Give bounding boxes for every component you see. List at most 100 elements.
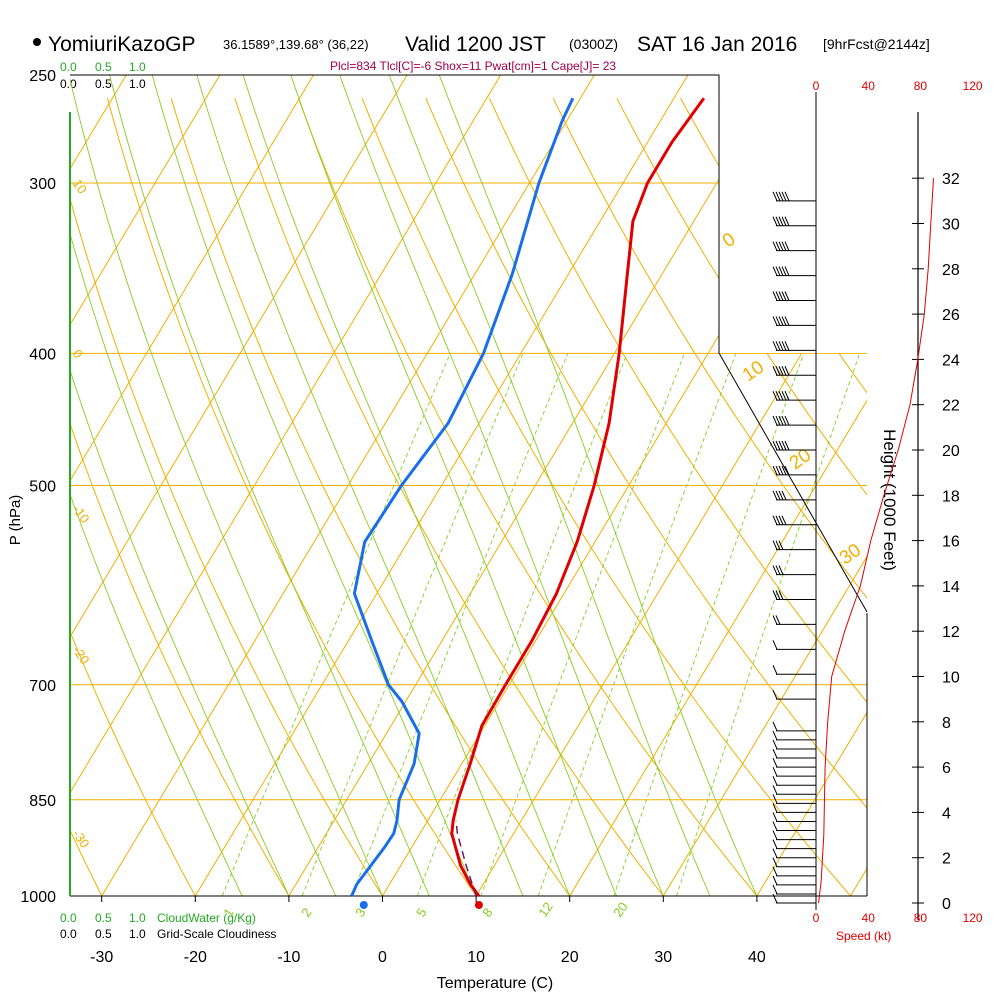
wind-barb-flag <box>778 390 784 401</box>
wind-barb-flag <box>775 291 781 301</box>
wind-barb-flag <box>778 490 784 501</box>
speed-tick-label-top: 0 <box>813 79 820 93</box>
cloudwater-tick-top-0: 0.0 <box>60 60 77 74</box>
wind-barb-flag <box>772 689 778 700</box>
moist-adiabat-line <box>242 75 571 896</box>
temperature-line <box>450 97 706 897</box>
wind-barb-flag <box>778 216 784 226</box>
wind-barb-flag <box>772 730 778 741</box>
wind-barb-flag <box>781 366 787 376</box>
isotherm-line <box>662 75 867 896</box>
mixing-ratio-line <box>480 353 685 896</box>
forecast-info: [9hrFcst@2144z] <box>823 36 930 52</box>
height-tick-label: 24 <box>942 352 960 369</box>
tropopause-line <box>718 352 868 613</box>
pressure-tick-label: 1000 <box>20 889 56 906</box>
wind-barb-flag <box>784 366 790 376</box>
cloudwater-tick-top-2: 1.0 <box>129 60 146 74</box>
isotherm-line <box>101 75 595 896</box>
wind-barb-flag <box>778 291 784 301</box>
wind-barb-flag <box>772 191 778 202</box>
wind-barb-flag <box>772 266 778 276</box>
isotherm-line <box>194 75 689 896</box>
moist-adiabat-line <box>109 75 430 896</box>
wind-barb-flag <box>775 266 781 276</box>
wind-barb-flag <box>778 191 784 202</box>
parcel-line <box>455 820 477 897</box>
mixing-ratio-label: 5 <box>413 905 429 920</box>
wind-barb-flag <box>781 291 787 301</box>
wind-barb-flag <box>784 266 790 276</box>
temperature-tick-label: 40 <box>748 949 766 966</box>
dry-adiabat-line <box>552 97 867 896</box>
wind-barb-flag <box>775 615 781 625</box>
location-coords: 36.1589°,139.68° (36,22) <box>223 37 369 52</box>
wind-barb-flag <box>778 515 784 525</box>
wind-barb-flag <box>781 266 787 276</box>
sounding-series <box>350 97 706 909</box>
model-name: YomiuriKazoGP <box>48 33 195 56</box>
mixing-ratio-line <box>613 353 805 896</box>
mixing-ratio-line <box>416 353 628 896</box>
moist-adiabat-line <box>70 75 243 896</box>
wind-barb-flag <box>778 241 784 251</box>
header-bullet-icon <box>33 38 41 46</box>
wind-barb-flag <box>781 316 787 326</box>
wind-barb-flag <box>772 884 778 895</box>
cloudiness-tick-bottom-0: 0.0 <box>60 927 77 941</box>
wind-barb-flag <box>772 366 778 376</box>
wind-barb-flag <box>775 216 781 226</box>
cloudwater-tick-bottom-1: 0.5 <box>95 911 112 925</box>
wind-barb-flag <box>781 415 787 426</box>
isotherm-line <box>944 75 1000 896</box>
wind-barb-flag <box>772 866 778 877</box>
wind-barb-flag <box>772 721 778 732</box>
wind-barb-flag <box>781 465 787 476</box>
wind-barb-flag <box>772 739 778 750</box>
wind-barb-flag <box>778 565 784 575</box>
wind-barb-flag <box>778 440 784 451</box>
dry-adiabat-line <box>425 98 867 896</box>
pressure-tick-label: 300 <box>29 176 56 193</box>
wind-barb-flag <box>778 540 784 550</box>
dry-adiabat-line <box>70 98 196 896</box>
theta-label: 10 <box>739 357 768 386</box>
wind-barb-flag <box>772 839 778 849</box>
moist-adiabat-line <box>290 75 617 896</box>
wind-barb-flag <box>772 440 778 451</box>
y-axis-title: P (hPa) <box>7 495 24 546</box>
moist-adiabat-line <box>388 75 711 896</box>
frame-top <box>70 74 720 353</box>
dry-adiabat-line <box>361 98 851 896</box>
wind-barb-flag <box>778 266 784 276</box>
dry-adiabat-label: -10 <box>70 502 93 526</box>
isotherm-line <box>70 75 408 896</box>
moist-adiabat-line <box>339 75 664 896</box>
mixing-ratio-label: 20 <box>610 899 631 919</box>
wind-barb-flag <box>772 665 778 675</box>
wind-barb-flag <box>772 893 778 904</box>
wind-barb-flag <box>772 748 778 759</box>
mixing-ratio-line <box>351 353 569 896</box>
height-tick-label: 32 <box>942 171 960 188</box>
wind-barb-flag <box>778 465 784 476</box>
height-tick-label: 2 <box>942 851 951 868</box>
mixing-ratio-label: 12 <box>535 899 556 919</box>
isotherm-line <box>0 75 33 896</box>
wind-barb-flag <box>772 785 778 795</box>
wind-barb-flag <box>781 241 787 251</box>
height-axis-title: Height (1000 Feet) <box>880 429 899 571</box>
isotherm-line <box>288 75 782 896</box>
wind-barb-flag <box>775 390 781 401</box>
wind-barb-flag <box>778 316 784 326</box>
moist-adiabat-line <box>70 75 290 896</box>
wind-panel: 0246810121416182022242628303200404080801… <box>772 79 983 925</box>
temperature-tick-label: -20 <box>184 949 207 966</box>
wind-barb-flag <box>781 390 787 401</box>
dry-adiabat-label: 10 <box>70 176 91 196</box>
speed-tick-label-bottom: 120 <box>963 911 983 925</box>
speed-tick-label-bottom: 0 <box>813 911 820 925</box>
cloudiness-label: Grid-Scale Cloudiness <box>157 927 276 941</box>
dry-adiabat-line <box>170 98 571 896</box>
